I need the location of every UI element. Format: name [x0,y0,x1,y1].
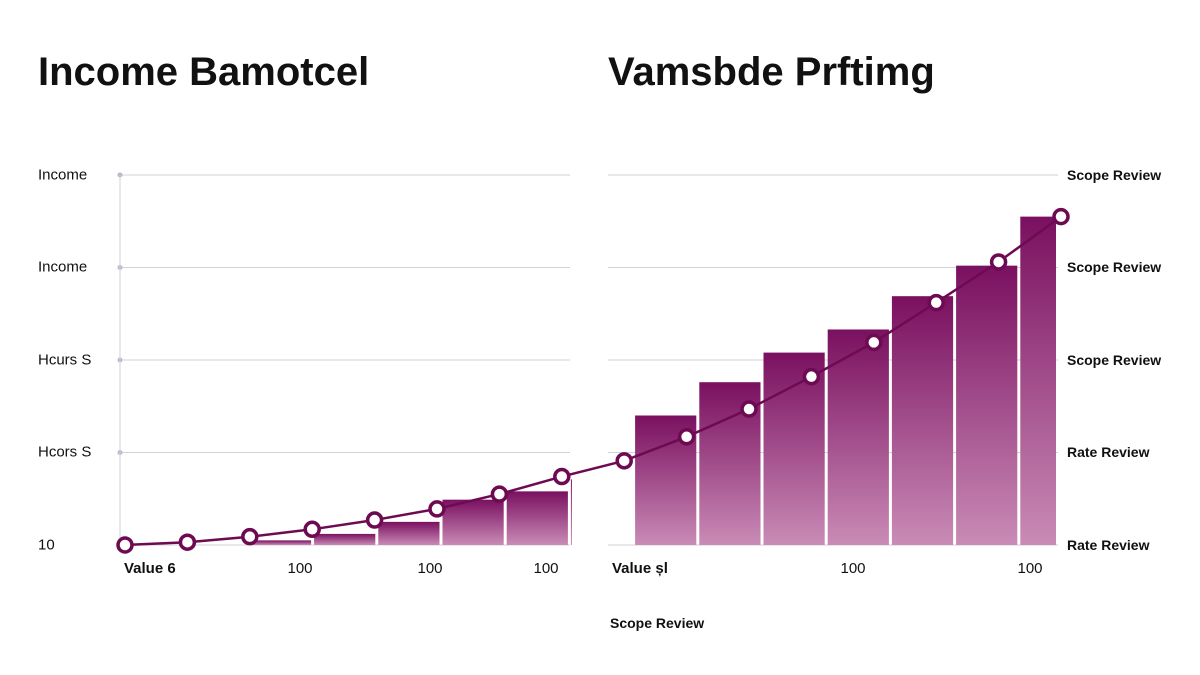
line-marker [365,511,384,529]
x-tick-label: 100 [287,560,313,577]
left-axis-label: Hcurs S [38,351,92,369]
line-marker [178,533,197,551]
x-tick-label: 100 [417,560,443,577]
line-marker [241,527,259,546]
bar [956,265,1018,545]
bar [249,540,312,545]
line-marker [989,253,1008,271]
line-marker [927,293,945,312]
series-line [124,215,1062,547]
bar [506,491,568,545]
line-marker [677,428,696,446]
left-axis-label: Income [38,258,88,276]
left-chart-title: Income Bamotcel [38,50,370,94]
right-axis-label: Rate Review [1067,537,1150,553]
line-marker [553,467,571,486]
line-marker [428,500,446,518]
line-marker [740,400,758,418]
right-axis-label: Rate Review [1067,444,1150,460]
line-marker [802,367,821,386]
bottom-label: Scope Review [610,615,705,631]
line-marker [615,452,633,470]
line-marker [490,485,509,503]
x-tick-label: Value șl [612,560,668,577]
bar [442,499,504,545]
bar [827,329,889,545]
right-axis-label: Scope Review [1067,352,1162,368]
right-chart-title: Vamsbde Prftimg [608,50,935,94]
line-marker [865,333,883,352]
bar [378,521,440,545]
bar [1020,216,1056,545]
left-axis-label: Hcors S [38,443,92,461]
line-marker [1052,207,1070,226]
x-tick-label: 100 [840,560,866,577]
bar [570,479,572,545]
bar [891,296,954,545]
right-axis-label: Scope Review [1067,259,1162,275]
right-axis-label: Scope Review [1067,167,1162,183]
line-marker [116,536,134,554]
x-tick-label: 100 [1017,560,1043,577]
left-axis-label: 10 [38,536,55,554]
x-tick-label: Value 6 [124,560,176,577]
bar [314,533,376,545]
line-marker [303,520,321,539]
x-tick-label: 100 [533,560,559,577]
left-axis-label: Income [38,166,88,184]
